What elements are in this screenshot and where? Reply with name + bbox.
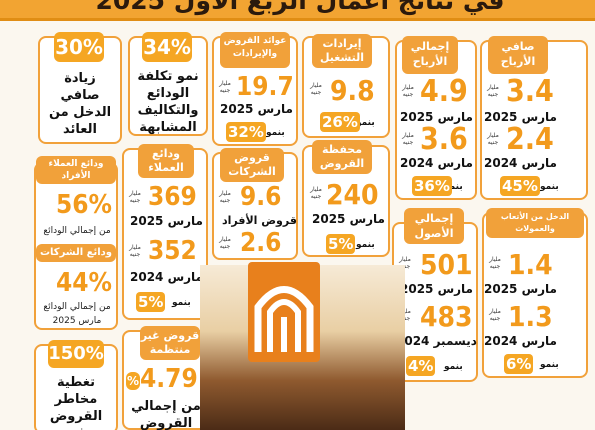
- total-profit-prev-date: مارس 2024: [400, 156, 473, 170]
- fees-growth: 6%: [504, 354, 534, 374]
- total-profit-prev-unit: مليار جنيه: [402, 132, 414, 146]
- total-assets-prev-date: ديسمبر 2024: [396, 334, 477, 348]
- fees-growth-label: بنمو: [540, 360, 559, 370]
- total-profit-growth-label: بنمو: [444, 182, 463, 192]
- loan-portfolio-growth-label: بنمو: [356, 240, 375, 250]
- net-profit-label: صافي الأرباح: [488, 36, 548, 74]
- loan-income-value: 19.7: [236, 72, 294, 102]
- net-interest-pct: 30%: [54, 32, 104, 62]
- fees-prev-date: مارس 2024: [484, 334, 557, 348]
- retail-deposits-pct: 56%: [56, 190, 112, 220]
- total-assets-card: [392, 222, 478, 382]
- net-profit-value: 3.4: [506, 74, 554, 109]
- coverage-text: تغطية مخاطر القروض غير: [49, 375, 103, 430]
- total-profit-label: إجمالي الأرباح: [402, 36, 458, 74]
- loan-income-growth-label: بنمو: [266, 128, 285, 138]
- npl-label: قروض غير منتظمة: [140, 326, 200, 360]
- npl-text: من إجمالي القروض: [131, 399, 201, 430]
- corp-deposits-note: من إجمالي الودائع: [43, 302, 111, 312]
- op-income-unit: مليار جنيه: [310, 82, 322, 96]
- loan-portfolio-unit: مليار جنيه: [310, 186, 322, 200]
- client-deposits-growth-label: بنمو: [172, 298, 191, 308]
- retail-loans-label: قروض الأفراد: [222, 214, 297, 227]
- net-profit-unit: مليار جنيه: [487, 84, 499, 98]
- npl-value: 4.79: [140, 364, 198, 394]
- cost-growth-pct: 34%: [142, 32, 192, 62]
- total-assets-date: مارس 2025: [400, 282, 473, 296]
- client-deposits-prev-date: مارس 2024: [130, 270, 203, 284]
- loan-portfolio-label: محفظة القروض: [312, 140, 372, 174]
- retail-deposits-label: ودائع العملاء الأفراد: [36, 156, 116, 184]
- page-title: في نتائج أعمال الربع الأول 2025: [95, 0, 505, 15]
- op-income-value: 9.8: [330, 74, 375, 107]
- fees-prev-value: 1.3: [508, 300, 553, 333]
- op-income-growth: 26%: [320, 112, 360, 132]
- bank-logo: [248, 262, 320, 362]
- corp-deposits-label: ودائع الشركات: [36, 244, 116, 262]
- loan-portfolio-growth: 5%: [326, 234, 356, 254]
- total-profit-date: مارس 2025: [400, 110, 473, 124]
- fees-value: 1.4: [508, 248, 553, 281]
- net-profit-growth: 45%: [500, 176, 540, 196]
- total-assets-value: 501: [420, 248, 473, 281]
- op-income-growth-label: بنمو: [356, 118, 375, 128]
- fees-label: الدخل من الأتعاب والعمولات: [486, 208, 584, 238]
- net-profit-prev-date: مارس 2024: [484, 156, 557, 170]
- retail-deposits-note: من إجمالي الودائع: [43, 226, 111, 236]
- loan-income-label: عوائد القروض والإيرادات: [220, 32, 290, 68]
- client-deposits-unit: مليار جنيه: [129, 190, 141, 204]
- total-assets-growth: 4%: [406, 356, 436, 376]
- total-assets-growth-label: بنمو: [444, 362, 463, 372]
- net-profit-date: مارس 2025: [484, 110, 557, 124]
- corp-deposits-date: مارس 2025: [52, 316, 102, 326]
- loan-portfolio-date: مارس 2025: [312, 212, 385, 226]
- fees-unit: مليار جنيه: [489, 256, 501, 270]
- client-deposits-date: مارس 2025: [130, 214, 203, 228]
- total-profit-prev-value: 3.6: [420, 122, 468, 157]
- logo-arches-icon: [254, 286, 314, 352]
- net-profit-prev-unit: مليار جنيه: [487, 132, 499, 146]
- npl-pct-sign: %: [126, 372, 140, 390]
- corp-deposits-pct: 44%: [56, 268, 112, 298]
- corp-loans-unit: مليار جنيه: [219, 190, 231, 204]
- op-income-label: إيرادات التشغيل: [312, 34, 372, 68]
- client-deposits-prev-unit: مليار جنيه: [129, 244, 141, 258]
- total-profit-value: 4.9: [420, 74, 468, 109]
- loan-income-unit: مليار جنيه: [219, 80, 231, 94]
- total-assets-label: إجمالي الأصول: [404, 208, 464, 244]
- net-profit-prev-value: 2.4: [506, 122, 554, 157]
- fees-date: مارس 2025: [484, 282, 557, 296]
- fees-prev-unit: مليار جنيه: [489, 308, 501, 322]
- total-assets-prev-value: 483: [420, 300, 473, 333]
- client-deposits-label: ودائع العملاء: [138, 144, 194, 178]
- total-profit-growth: 36%: [412, 176, 452, 196]
- retail-loans-value: 2.6: [240, 228, 282, 258]
- loan-portfolio-value: 240: [326, 178, 379, 211]
- client-deposits-growth: 5%: [136, 292, 166, 312]
- net-interest-text: زيادة صافي الدخل من العائد: [48, 71, 112, 137]
- retail-loans-unit: مليار جنيه: [219, 236, 231, 250]
- net-profit-growth-label: بنمو: [540, 182, 559, 192]
- cost-growth-text: نمو تكلفة الودائع والتكاليف المشابهة: [137, 69, 199, 135]
- corp-loans-value: 9.6: [240, 182, 282, 212]
- coverage-pct: 150%: [48, 340, 104, 368]
- total-profit-unit: مليار جنيه: [402, 84, 414, 98]
- loan-income-growth: 32%: [226, 122, 266, 142]
- client-deposits-prev-value: 352: [148, 236, 197, 266]
- fees-card: [482, 212, 588, 378]
- loan-income-date: مارس 2025: [220, 102, 293, 116]
- client-deposits-value: 369: [148, 182, 197, 212]
- corp-loans-label: قروض الشركات: [220, 148, 284, 182]
